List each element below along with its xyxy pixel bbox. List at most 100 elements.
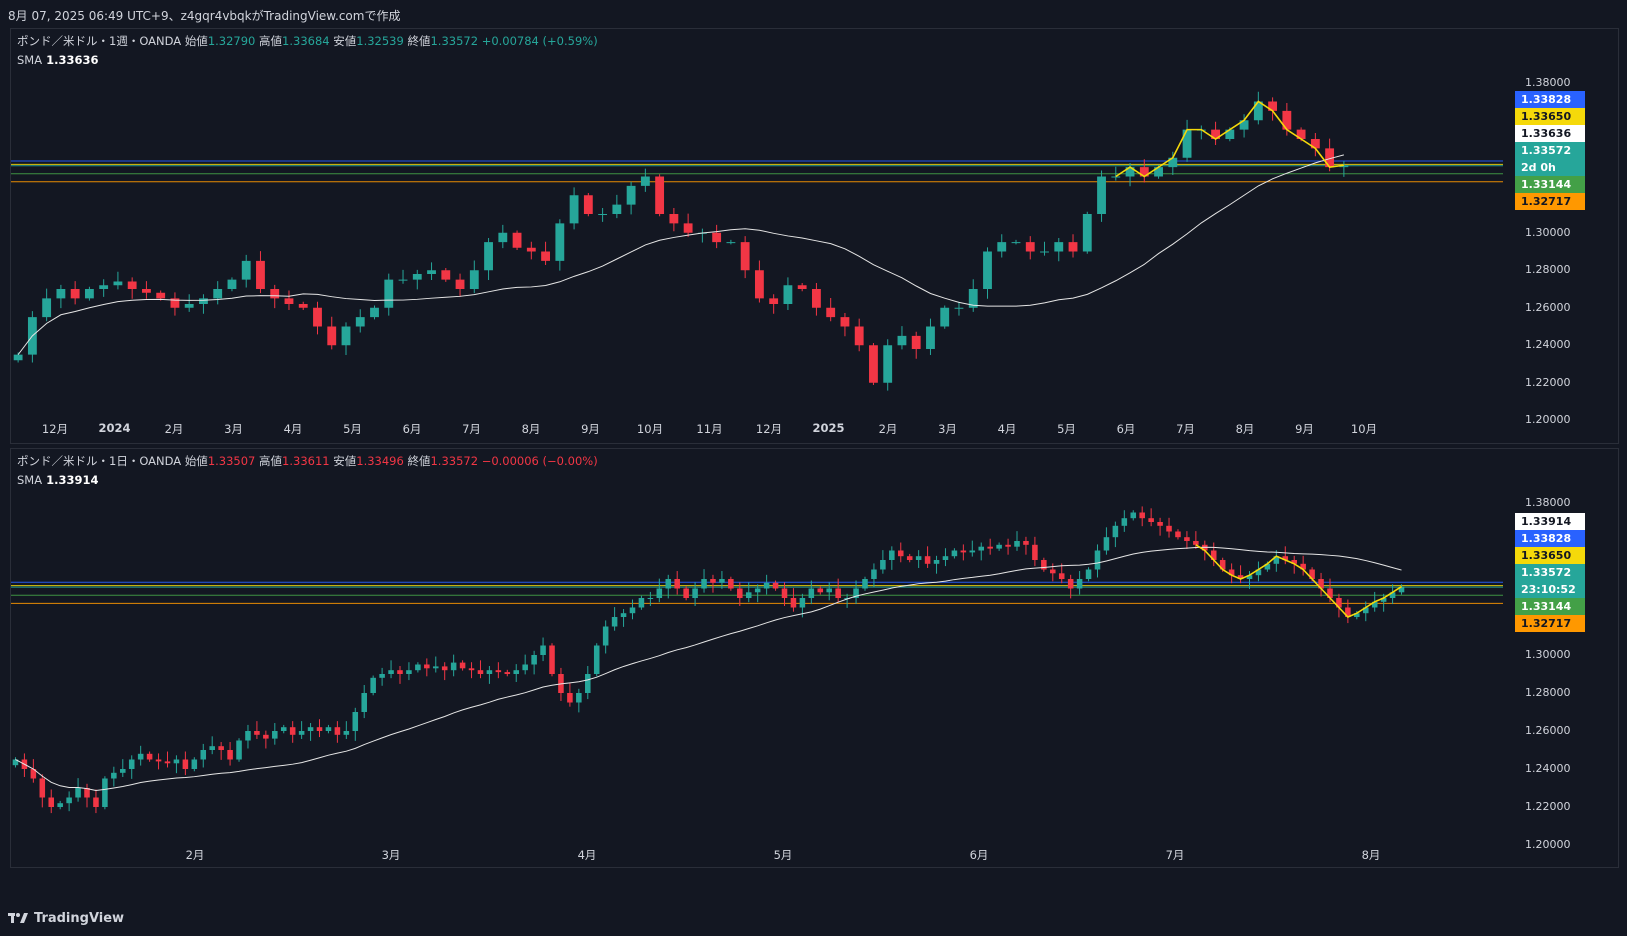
weekly-close-label: 終値 — [407, 34, 431, 48]
price-label: 2d 0h — [1515, 159, 1585, 176]
candle-body — [128, 759, 135, 769]
candle-body — [254, 731, 260, 735]
daily-symbol: ポンド／米ドル・1日・OANDA — [17, 454, 182, 468]
candle-body — [1011, 242, 1021, 244]
candle-body — [1184, 537, 1190, 541]
y-tick-label: 1.26000 — [1525, 300, 1571, 314]
candle-body — [602, 626, 609, 646]
daily-legend: ポンド／米ドル・1日・OANDA 始値1.33507 高値1.33611 安値1… — [17, 453, 598, 487]
candle-body — [1067, 579, 1074, 589]
candle-body — [940, 307, 950, 327]
candle-body — [1193, 541, 1199, 545]
candle-body — [754, 588, 761, 593]
candle-body — [39, 778, 46, 798]
candle-body — [1097, 176, 1106, 214]
candle-body — [75, 788, 81, 798]
candle-body — [441, 666, 448, 671]
candle-body — [1225, 129, 1235, 139]
candle-body — [12, 759, 19, 766]
candle-body — [638, 598, 645, 608]
candle-body — [629, 607, 636, 614]
candle-body — [1082, 214, 1092, 252]
candle-body — [620, 613, 627, 617]
candle-body — [1246, 575, 1253, 579]
candle-body — [692, 588, 698, 598]
candle-body — [674, 579, 680, 589]
x-tick-label: 8月 — [521, 422, 541, 436]
candle-body — [56, 289, 66, 299]
daily-chart-pane[interactable]: ポンド／米ドル・1日・OANDA 始値1.33507 高値1.33611 安値1… — [10, 448, 1619, 868]
candle-body — [313, 307, 322, 327]
x-tick-label: 7月 — [1176, 422, 1195, 436]
price-label: 1.33636 — [1515, 125, 1585, 142]
weekly-chart-pane[interactable]: ポンド／米ドル・1週・OANDA 始値1.32790 高値1.33684 安値1… — [10, 28, 1619, 444]
weekly-low-value: 1.32539 — [356, 34, 404, 48]
candle-body — [1041, 560, 1047, 570]
candle-body — [1175, 531, 1181, 538]
x-tick-label: 6月 — [402, 422, 422, 436]
candle-body — [468, 668, 475, 671]
candle-body — [531, 655, 537, 665]
y-tick-label: 1.24000 — [1525, 338, 1571, 352]
candle-body — [406, 670, 412, 674]
candle-body — [740, 242, 750, 271]
candle-body — [1282, 556, 1289, 560]
price-label: 1.33650 — [1515, 108, 1585, 125]
candle-body — [915, 556, 922, 560]
candle-body — [997, 242, 1007, 252]
candle-body — [352, 712, 359, 731]
x-tick-label: 5月 — [1057, 422, 1076, 436]
candle-body — [256, 260, 265, 289]
candle-body — [840, 317, 850, 327]
candle-body — [889, 550, 895, 560]
candle-body — [325, 727, 332, 731]
sma-line — [15, 546, 1402, 791]
y-tick-label: 1.22000 — [1525, 375, 1571, 389]
candle-body — [327, 326, 337, 346]
candle-body — [812, 289, 821, 308]
x-tick-label: 3月 — [381, 848, 401, 862]
candle-body — [526, 247, 536, 252]
candle-body — [951, 550, 958, 557]
candle-body — [1094, 550, 1101, 570]
price-label: 1.33650 — [1515, 547, 1585, 564]
candle-body — [969, 550, 976, 553]
candle-body — [883, 345, 893, 383]
candle-body — [862, 579, 868, 589]
candle-body — [1318, 579, 1324, 589]
x-tick-label: 2024 — [98, 421, 131, 435]
y-tick-label: 1.20000 — [1525, 838, 1571, 851]
candle-body — [555, 223, 565, 261]
weekly-chart-svg[interactable] — [11, 29, 1618, 443]
weekly-high-value: 1.33684 — [282, 34, 330, 48]
y-tick-label: 1.30000 — [1525, 648, 1571, 661]
weekly-high-label: 高値 — [259, 34, 283, 48]
candle-body — [199, 298, 208, 304]
candle-body — [541, 251, 550, 261]
candle-body — [1282, 110, 1292, 130]
candle-body — [298, 304, 308, 308]
candle-body — [137, 753, 144, 760]
candle-body — [1050, 569, 1056, 574]
candle-body — [424, 664, 430, 669]
candle-body — [926, 326, 935, 349]
candle-body — [1121, 518, 1128, 526]
candle-body — [236, 740, 242, 760]
candle-body — [441, 270, 451, 280]
candle-body — [726, 242, 736, 244]
candle-body — [835, 588, 841, 598]
candle-body — [200, 750, 207, 760]
x-tick-label: 4月 — [577, 848, 597, 862]
candle-body — [1237, 575, 1244, 579]
candle-body — [1336, 598, 1342, 608]
candle-body — [477, 670, 484, 674]
hand-drawn-curve — [1115, 100, 1344, 178]
candle-body — [341, 326, 351, 346]
candle-body — [611, 617, 618, 627]
daily-chart-svg[interactable] — [11, 449, 1618, 867]
candle-body — [270, 289, 280, 299]
candle-body — [576, 693, 582, 703]
price-label: 1.33914 — [1515, 513, 1585, 530]
candle-body — [1371, 601, 1378, 608]
candle-body — [316, 727, 323, 731]
